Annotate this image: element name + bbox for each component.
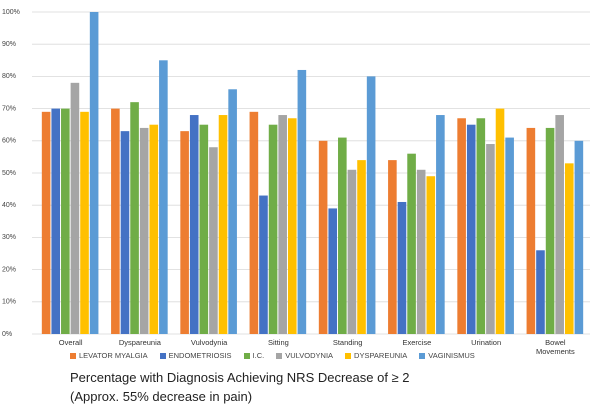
bar	[189, 115, 199, 334]
bar	[149, 124, 159, 334]
legend-item: VULVODYNIA	[276, 351, 333, 360]
bar	[51, 108, 61, 334]
legend-item: ENDOMETRIOSIS	[159, 351, 232, 360]
x-tick-label: Bowel Movements	[535, 338, 575, 356]
bar	[89, 12, 99, 334]
legend-item: DYSPAREUNIA	[345, 351, 407, 360]
legend-swatch	[243, 352, 250, 359]
bar	[180, 131, 189, 334]
bar	[436, 115, 445, 334]
x-tick-label: Urination	[471, 338, 502, 347]
bar	[426, 176, 436, 334]
bar	[416, 169, 426, 334]
bar	[41, 111, 51, 334]
bar	[297, 69, 307, 335]
y-tick-label: 70%	[2, 105, 16, 112]
y-tick-label: 10%	[2, 299, 16, 306]
legend-item: LEVATOR MYALGIA	[70, 351, 148, 360]
bar	[318, 140, 328, 334]
legend-label: VULVODYNIA	[285, 351, 334, 360]
bar	[495, 108, 505, 334]
y-tick-label: 50%	[2, 170, 16, 177]
x-tick-label: Standing	[332, 338, 363, 347]
bar	[61, 108, 70, 334]
bar	[574, 140, 584, 334]
legend-swatch	[70, 352, 76, 359]
bar	[111, 108, 120, 334]
bar	[397, 201, 407, 334]
y-tick-label: 40%	[2, 202, 16, 209]
legend-swatch	[419, 352, 426, 359]
x-tick-label: Overall	[58, 338, 83, 347]
bar	[130, 102, 139, 334]
legend-item: VAGINISMUS	[419, 351, 475, 360]
y-tick-label: 90%	[2, 41, 16, 48]
caption-line-1: Percentage with Diagnosis Achieving NRS …	[70, 370, 410, 385]
y-tick-label: 0%	[2, 331, 12, 338]
bar	[505, 137, 514, 334]
bar	[555, 115, 564, 334]
legend-label: I.C.	[252, 351, 265, 360]
x-tick-label: Dyspareunia	[118, 338, 161, 347]
bar	[476, 118, 486, 334]
bar	[347, 169, 357, 334]
bar	[287, 118, 297, 334]
bar	[70, 82, 80, 334]
bar	[209, 147, 218, 334]
legend-swatch	[345, 352, 352, 359]
bar	[199, 124, 209, 334]
bar	[80, 111, 89, 334]
x-tick-label: Vulvodynia	[190, 338, 228, 347]
y-tick-label: 100%	[2, 9, 20, 16]
bar	[526, 127, 536, 334]
bar	[218, 115, 228, 334]
legend-label: ENDOMETRIOSIS	[168, 351, 232, 360]
legend-swatch	[276, 352, 283, 359]
bar	[366, 76, 376, 335]
bar	[259, 195, 268, 334]
y-tick-label: 20%	[2, 266, 16, 273]
x-tick-label: Exercise	[402, 338, 432, 347]
y-tick-label: 80%	[2, 73, 16, 80]
legend: LEVATOR MYALGIA ENDOMETRIOSIS I.C. VULVODYN…	[70, 351, 475, 360]
bar	[536, 250, 545, 334]
bar	[545, 127, 555, 334]
bar	[228, 89, 237, 334]
legend-label: LEVATOR MYALGIA	[79, 351, 148, 360]
bar	[457, 118, 466, 334]
bar	[407, 153, 416, 334]
bar	[268, 124, 278, 334]
bar	[139, 127, 149, 334]
x-tick-label: Sitting	[267, 338, 289, 347]
bar	[338, 137, 347, 334]
bar	[486, 144, 495, 334]
bar	[466, 124, 476, 334]
bar	[278, 115, 287, 334]
legend-label: VAGINISMUS	[428, 351, 475, 360]
y-tick-label: 30%	[2, 234, 16, 241]
legend-swatch	[159, 352, 166, 359]
bar	[328, 208, 338, 334]
bar	[159, 60, 168, 335]
caption-line-2: (Approx. 55% decrease in pain)	[70, 389, 253, 404]
legend-label: DYSPAREUNIA	[354, 351, 408, 360]
bar	[388, 160, 397, 334]
bar	[357, 160, 366, 334]
bar	[564, 163, 574, 334]
bar	[120, 131, 130, 334]
legend-item: I.C.	[243, 351, 265, 360]
y-tick-label: 60%	[2, 138, 16, 145]
bar	[249, 111, 259, 334]
